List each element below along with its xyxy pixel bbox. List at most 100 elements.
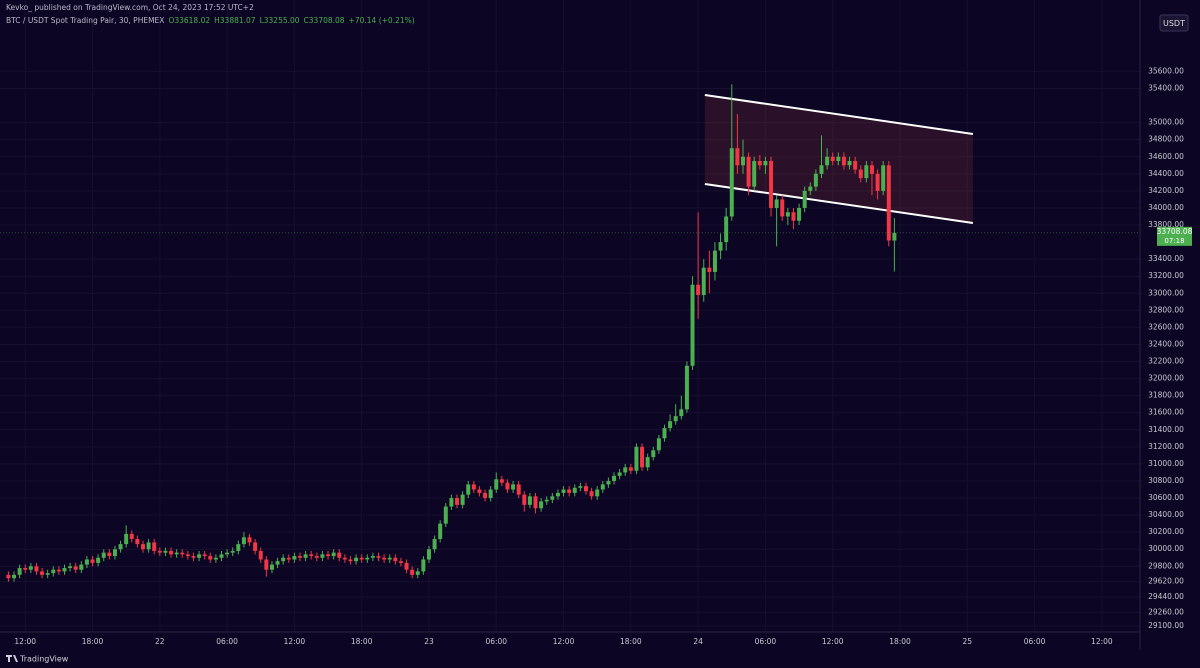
candle-body xyxy=(421,559,426,572)
candle-body xyxy=(690,284,695,366)
candle-body xyxy=(825,156,830,166)
currency-button[interactable] xyxy=(1159,14,1189,32)
x-tick-label: 22 xyxy=(155,637,165,646)
x-tick-label: 12:00 xyxy=(553,637,575,646)
currency-label: USDT xyxy=(1163,19,1185,28)
y-tick-label: 33800.00 xyxy=(1148,220,1184,229)
candle-body xyxy=(281,557,286,562)
candle-body xyxy=(208,556,213,560)
candle-body xyxy=(555,492,560,497)
x-tick-label: 12:00 xyxy=(1091,637,1113,646)
x-tick-label: 06:00 xyxy=(1024,637,1046,646)
candle-body xyxy=(174,552,179,555)
candle-body xyxy=(157,550,162,553)
y-tick-label: 32200.00 xyxy=(1148,357,1184,366)
candle-body xyxy=(567,489,572,493)
candle-body xyxy=(191,556,196,558)
candle-body xyxy=(886,165,891,241)
candle-body xyxy=(550,496,555,500)
candle-body xyxy=(275,561,280,565)
candle-body xyxy=(135,538,140,545)
candle-body xyxy=(314,556,319,558)
candle-body xyxy=(707,267,712,272)
candle-body xyxy=(724,216,729,243)
y-tick-label: 33200.00 xyxy=(1148,271,1184,280)
candle-body xyxy=(769,161,774,208)
y-tick-label: 34600.00 xyxy=(1148,152,1184,161)
candle-body xyxy=(258,550,263,560)
y-tick-label: 31800.00 xyxy=(1148,391,1184,400)
last-price-box xyxy=(1157,226,1192,246)
candle-body xyxy=(746,156,751,187)
ohlc-value: O33618.02 xyxy=(168,16,210,25)
candle-body xyxy=(387,557,392,560)
candle-body xyxy=(494,479,499,490)
axes: 35600.00 35400.00 35000.00 34800.00 34600.00… xyxy=(0,66,1193,646)
y-tick-label: 31400.00 xyxy=(1148,425,1184,434)
candle-body xyxy=(264,559,269,570)
countdown: 07:18 xyxy=(1164,237,1184,245)
candle-body xyxy=(23,568,28,570)
candle-body xyxy=(286,557,291,560)
candle-body xyxy=(17,568,22,575)
candle-body xyxy=(645,457,650,468)
candle-body xyxy=(673,416,678,422)
candle-body xyxy=(163,550,168,553)
candle-body xyxy=(129,533,134,539)
candle-body xyxy=(858,169,863,179)
candle-body xyxy=(830,156,835,162)
y-tick-label: 29620.00 xyxy=(1148,577,1184,586)
grid xyxy=(0,0,1140,632)
candle-body xyxy=(410,569,415,575)
candle-body xyxy=(679,409,684,417)
y-tick-label: 29800.00 xyxy=(1148,561,1184,570)
y-tick-label: 31600.00 xyxy=(1148,408,1184,417)
candle-body xyxy=(337,552,342,558)
candle-body xyxy=(398,561,403,563)
candle-body xyxy=(892,232,897,241)
candle-body xyxy=(455,498,460,505)
x-tick-label: 12:00 xyxy=(14,637,36,646)
channel-line xyxy=(704,93,974,135)
candle-body xyxy=(483,492,488,499)
y-tick-label: 34200.00 xyxy=(1148,186,1184,195)
y-tick-label: 35600.00 xyxy=(1148,66,1184,75)
candle-body xyxy=(785,212,790,217)
candle-body xyxy=(527,496,532,505)
candle-body xyxy=(634,446,639,471)
candle-body xyxy=(241,537,246,545)
y-tick-label: 31200.00 xyxy=(1148,442,1184,451)
ohlc-value: L33255.00 xyxy=(260,16,300,25)
candle-body xyxy=(40,571,45,575)
candle-body xyxy=(404,562,409,570)
candle-body xyxy=(662,428,667,439)
candle-body xyxy=(309,554,314,557)
candle-body xyxy=(230,550,235,553)
candle-body xyxy=(511,484,516,490)
candle-body xyxy=(881,165,886,191)
candle-body xyxy=(443,506,448,524)
candle-body xyxy=(847,161,852,166)
y-tick-label: 35400.00 xyxy=(1148,83,1184,92)
candle-body xyxy=(213,557,218,560)
candle-body xyxy=(185,554,190,557)
candle-body xyxy=(813,173,818,187)
y-tick-label: 31000.00 xyxy=(1148,459,1184,468)
candle-body xyxy=(79,564,84,570)
candle-body xyxy=(359,557,364,560)
candle-body xyxy=(45,573,50,575)
candles xyxy=(6,84,897,582)
candle-body xyxy=(774,199,779,208)
channel-line xyxy=(704,182,974,224)
candle-body xyxy=(875,173,880,191)
candle-body xyxy=(118,544,123,550)
candle-body xyxy=(62,568,67,572)
candle-body xyxy=(797,207,802,221)
y-tick-label: 29440.00 xyxy=(1148,592,1184,601)
candle-body xyxy=(107,552,112,557)
candle-body xyxy=(606,480,611,485)
candle-body xyxy=(841,156,846,166)
candle-body xyxy=(438,523,443,539)
candle-body xyxy=(617,472,622,476)
last-price-label: 33708.08 xyxy=(1157,227,1193,236)
